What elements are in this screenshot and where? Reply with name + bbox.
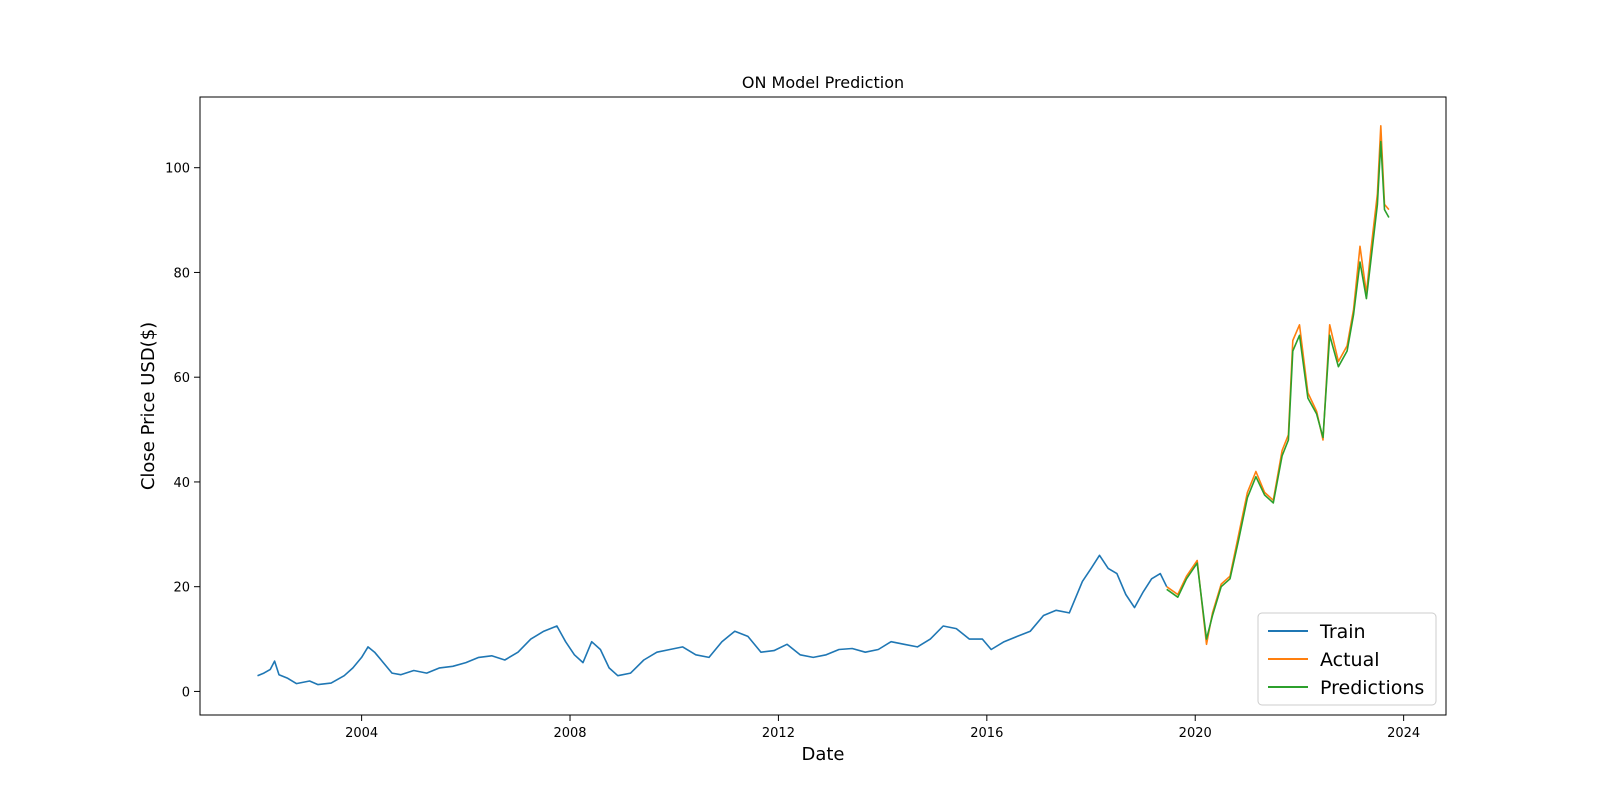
x-axis-title: Date — [801, 744, 844, 765]
x-tick-label: 2016 — [970, 726, 1003, 741]
y-tick-label: 20 — [173, 581, 190, 596]
plot-frame — [199, 96, 1447, 716]
legend-label: Predictions — [1320, 677, 1424, 699]
x-tick-label: 2020 — [1179, 726, 1212, 741]
y-tick-label: 80 — [173, 266, 190, 281]
series-layer — [257, 125, 1390, 686]
x-tick-label: 2024 — [1387, 726, 1420, 741]
y-tick-label: 0 — [182, 685, 190, 700]
legend-label: Actual — [1320, 649, 1380, 671]
y-tick-label: 40 — [173, 476, 190, 491]
legend-label: Train — [1319, 621, 1366, 643]
y-tick-label: 100 — [165, 162, 190, 177]
chart-title: ON Model Prediction — [742, 73, 904, 92]
series-line-predictions — [1166, 140, 1390, 640]
y-axis-title: Close Price USD($) — [138, 322, 159, 490]
y-tick-label: 60 — [173, 371, 190, 386]
legend: Train Actual Predictions — [1257, 612, 1437, 706]
x-tick-label: 2008 — [553, 726, 586, 741]
legend-box — [1257, 612, 1437, 706]
series-line-train — [257, 554, 1168, 686]
x-tick-label: 2012 — [762, 726, 795, 741]
x-tick-label: 2004 — [345, 726, 378, 741]
axis-ticks: 2004 2008 2012 2016 2020 2024 0 20 40 60 80 100 — [165, 162, 1420, 741]
